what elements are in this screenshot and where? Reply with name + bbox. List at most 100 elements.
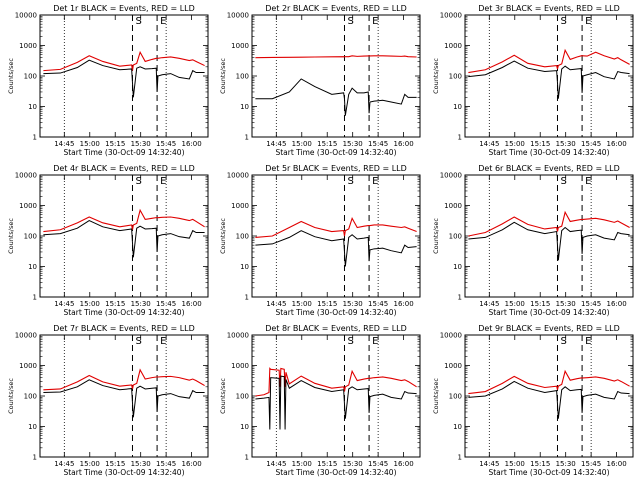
y-tick-label: 10000: [440, 172, 462, 180]
x-tick-label: 14:45: [266, 460, 286, 468]
y-tick-label: 100: [236, 233, 249, 241]
start-marker: S: [135, 336, 141, 347]
start-marker: S: [560, 336, 566, 347]
x-tick-label: 14:45: [54, 300, 74, 308]
y-tick-label: 10: [240, 103, 249, 111]
end-marker: E: [160, 176, 166, 187]
y-axis-label: Counts/sec: [7, 58, 15, 94]
x-tick-label: 15:00: [292, 140, 312, 148]
y-axis-label: Counts/sec: [219, 58, 227, 94]
x-tick-label: 16:00: [393, 460, 413, 468]
events-series-line: [468, 221, 630, 261]
lld-series-line: [43, 50, 205, 72]
events-series-line: [43, 220, 205, 258]
plot-frame: [39, 334, 209, 458]
panel-title: Det 8r BLACK = Events, RED = LLD: [265, 324, 407, 333]
panel-det-6r: Det 6r BLACK = Events, RED = LLD 1 10 100 10…: [432, 164, 634, 317]
y-tick-label: 10000: [227, 332, 249, 340]
end-marker: E: [160, 336, 166, 347]
x-axis-label: Start Time (30-Oct-09 14:32:40): [63, 468, 184, 477]
panel-det-1r: Det 1r BLACK = Events, RED = LLD 1 10 100 10…: [7, 4, 209, 157]
lld-series-line: [468, 369, 630, 395]
panel-det-2r: Det 2r BLACK = Events, RED = LLD 1 10 100 10…: [219, 4, 421, 157]
y-tick-label: 10: [240, 423, 249, 431]
y-tick-label: 1: [33, 454, 37, 462]
panel-title: Det 3r BLACK = Events, RED = LLD: [478, 4, 620, 13]
x-axis-label: Start Time (30-Oct-09 14:32:40): [488, 308, 609, 317]
x-tick-label: 15:45: [368, 300, 388, 308]
x-tick-label: 14:45: [266, 300, 286, 308]
y-tick-label: 1: [33, 294, 37, 302]
x-tick-label: 16:00: [181, 460, 201, 468]
x-tick-label: 15:15: [530, 460, 550, 468]
x-tick-label: 16:00: [606, 460, 626, 468]
panel-det-5r: Det 5r BLACK = Events, RED = LLD 1 10 100 10…: [219, 164, 421, 317]
panel-title: Det 6r BLACK = Events, RED = LLD: [478, 164, 620, 173]
y-axis-label: Counts/sec: [432, 58, 440, 94]
x-tick-label: 15:15: [530, 300, 550, 308]
x-tick-label: 16:00: [393, 140, 413, 148]
x-axis-label: Start Time (30-Oct-09 14:32:40): [488, 468, 609, 477]
y-tick-label: 100: [236, 393, 249, 401]
y-tick-label: 1000: [231, 42, 249, 50]
y-tick-label: 10000: [15, 332, 37, 340]
x-tick-label: 15:30: [131, 460, 151, 468]
lld-series-line: [43, 208, 205, 233]
x-tick-label: 15:15: [317, 140, 337, 148]
y-tick-label: 100: [236, 73, 249, 81]
end-marker: E: [372, 176, 378, 187]
y-tick-label: 10: [453, 103, 462, 111]
x-tick-label: 15:30: [343, 460, 363, 468]
lld-series-line: [255, 55, 417, 59]
x-tick-label: 15:15: [105, 460, 125, 468]
x-tick-label: 15:00: [505, 300, 525, 308]
x-tick-label: 15:30: [343, 300, 363, 308]
x-tick-label: 14:45: [54, 140, 74, 148]
y-tick-label: 1000: [231, 202, 249, 210]
y-tick-label: 10000: [227, 172, 249, 180]
panel-title: Det 5r BLACK = Events, RED = LLD: [265, 164, 407, 173]
y-tick-label: 1: [458, 134, 462, 142]
end-marker: E: [160, 16, 166, 27]
plot-frame: [464, 174, 634, 298]
lld-series-line: [43, 368, 205, 391]
start-marker: S: [560, 16, 566, 27]
panel-det-7r: Det 7r BLACK = Events, RED = LLD 1 10 100 10…: [7, 324, 209, 477]
end-marker: E: [372, 16, 378, 27]
lld-series-line: [255, 216, 417, 238]
x-tick-label: 15:00: [80, 460, 100, 468]
x-tick-label: 15:30: [556, 140, 576, 148]
y-tick-label: 1000: [231, 362, 249, 370]
x-tick-label: 15:00: [505, 460, 525, 468]
x-axis-label: Start Time (30-Oct-09 14:32:40): [488, 148, 609, 157]
x-axis-label: Start Time (30-Oct-09 14:32:40): [275, 468, 396, 477]
y-tick-label: 1: [245, 134, 249, 142]
start-marker: S: [347, 176, 353, 187]
plot-frame: [464, 14, 634, 138]
y-axis-label: Counts/sec: [7, 378, 15, 414]
end-marker: E: [585, 336, 591, 347]
y-tick-label: 10000: [15, 12, 37, 20]
start-marker: S: [347, 16, 353, 27]
x-tick-label: 16:00: [393, 300, 413, 308]
panel-title: Det 7r BLACK = Events, RED = LLD: [53, 324, 195, 333]
panel-title: Det 9r BLACK = Events, RED = LLD: [478, 324, 620, 333]
x-axis-label: Start Time (30-Oct-09 14:32:40): [275, 148, 396, 157]
events-series-line: [468, 380, 630, 419]
end-marker: E: [585, 16, 591, 27]
lld-series-line: [468, 48, 630, 74]
events-series-line: [468, 60, 630, 99]
y-tick-label: 10: [28, 263, 37, 271]
x-tick-label: 14:45: [54, 460, 74, 468]
y-tick-label: 1: [245, 454, 249, 462]
x-tick-label: 15:15: [317, 460, 337, 468]
panel-title: Det 4r BLACK = Events, RED = LLD: [53, 164, 195, 173]
x-tick-label: 15:30: [556, 300, 576, 308]
y-tick-label: 1: [458, 454, 462, 462]
x-tick-label: 15:30: [556, 460, 576, 468]
plot-frame: [464, 334, 634, 458]
start-marker: S: [347, 336, 353, 347]
y-tick-label: 10: [453, 423, 462, 431]
x-axis-label: Start Time (30-Oct-09 14:32:40): [63, 308, 184, 317]
